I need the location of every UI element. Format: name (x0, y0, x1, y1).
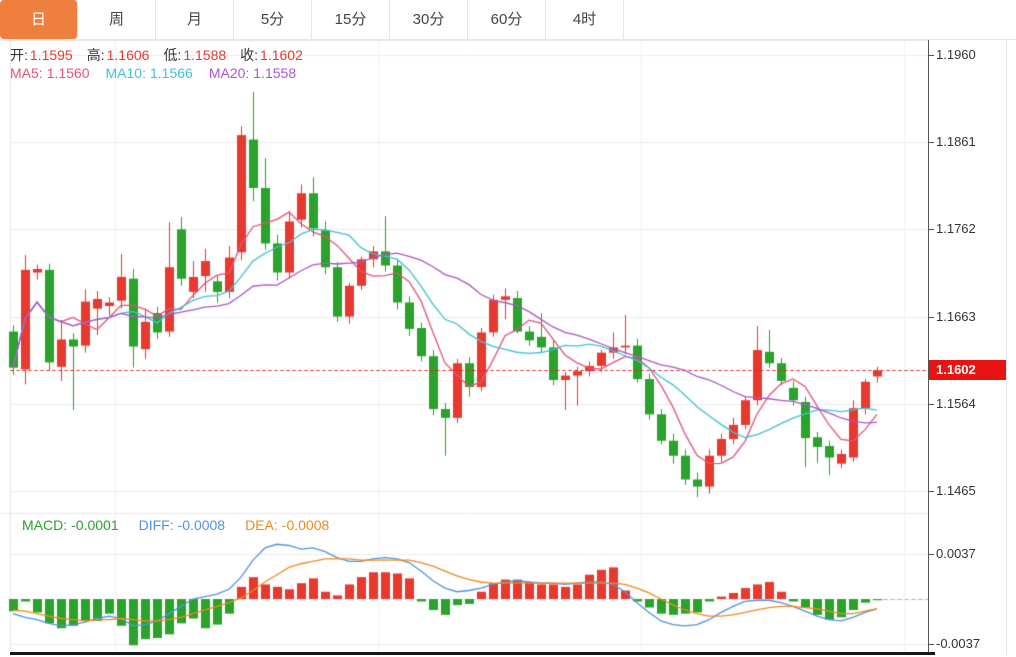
tab-4hour[interactable]: 4时 (546, 0, 624, 39)
ma5-value: 1.1560 (46, 65, 90, 81)
dea-value: -0.0008 (281, 517, 330, 533)
macd-tick-label: -0.0037 (928, 636, 981, 652)
close-label: 收: (240, 47, 259, 63)
dea-label: DEA: (245, 517, 278, 533)
tab-week[interactable]: 周 (78, 0, 156, 39)
tab-15min[interactable]: 15分 (312, 0, 390, 39)
ma-readout: MA5: 1.1560 MA10: 1.1566 MA20: 1.1558 (10, 65, 300, 81)
tab-month[interactable]: 月 (156, 0, 234, 39)
bottom-border (10, 652, 935, 655)
macd-label: MACD: (22, 517, 68, 533)
low-label: 低: (163, 47, 182, 63)
ma20-value: 1.1558 (253, 65, 297, 81)
open-value: 1.1595 (29, 47, 73, 63)
kline-canvas[interactable] (0, 40, 928, 655)
open-label: 开: (10, 47, 28, 63)
price-tick-label: 1.1663 (929, 308, 976, 324)
high-label: 高: (86, 47, 105, 63)
ma5-label: MA5: (10, 65, 43, 81)
price-tick-label: 1.1960 (929, 46, 976, 62)
price-axis: 1.1602 1.1960 1.1861 1.1762 1.1663 1.1564 1.1… (928, 40, 1007, 655)
ohlc-readout: 开: 1.1595 高: 1.1606 低: 1.1588 收: 1.1602 (10, 45, 317, 65)
diff-label: DIFF: (138, 517, 174, 533)
tab-5min[interactable]: 5分 (234, 0, 312, 39)
ma10-label: MA10: (105, 65, 146, 81)
macd-tick-label: 0.0037 (929, 546, 976, 561)
last-price-badge: 1.1602 (929, 360, 1006, 381)
price-tick-label: 1.1762 (929, 221, 976, 237)
macd-value: -0.0001 (71, 517, 119, 533)
tab-30min[interactable]: 30分 (390, 0, 468, 39)
price-tick-label: 1.1465 (929, 482, 976, 498)
high-value: 1.1606 (106, 47, 150, 63)
price-tick-label: 1.1564 (929, 395, 976, 411)
timeframe-tabbar: 日 周 月 5分 15分 30分 60分 4时 (0, 0, 1016, 40)
close-value: 1.1602 (260, 47, 303, 63)
tab-60min[interactable]: 60分 (468, 0, 546, 39)
ma20-label: MA20: (208, 65, 250, 81)
chart-area: 开: 1.1595 高: 1.1606 低: 1.1588 收: 1.1602 MA5: 1.1… (0, 40, 1016, 655)
tab-day[interactable]: 日 (0, 0, 78, 39)
macd-readout: MACD: -0.0001 DIFF: -0.0008 DEA: -0.0008 (22, 517, 333, 533)
diff-value: -0.0008 (177, 517, 226, 533)
low-value: 1.1588 (183, 47, 227, 63)
price-tick-label: 1.1861 (929, 134, 976, 150)
ma10-value: 1.1566 (149, 65, 193, 81)
